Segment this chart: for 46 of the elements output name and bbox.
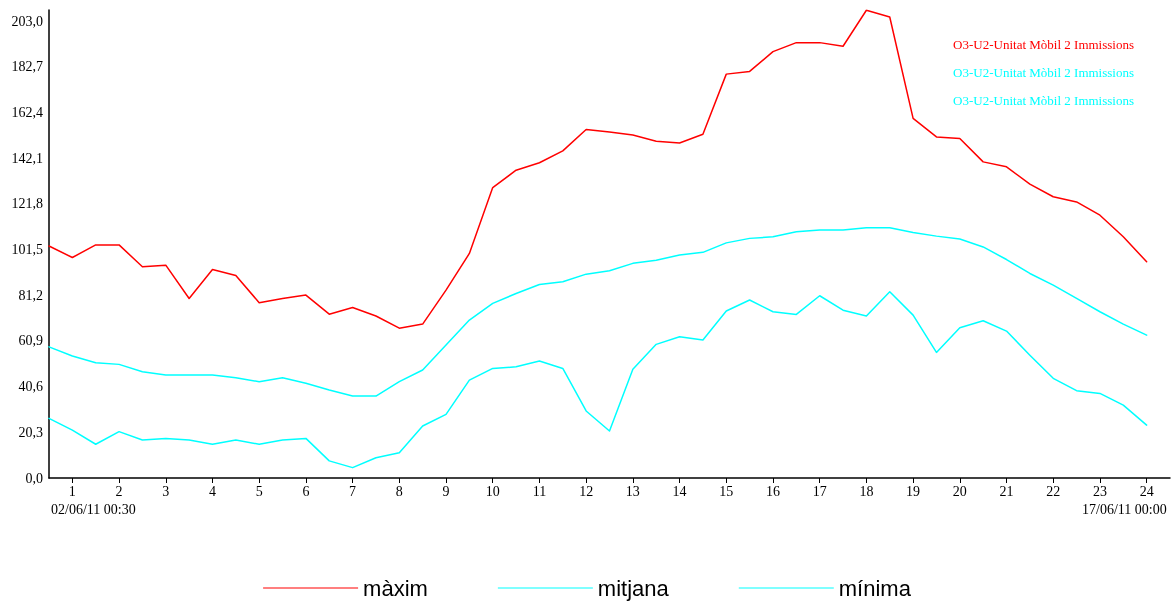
- legend-label: màxim: [363, 575, 428, 601]
- y-tick-label: 20,3: [18, 424, 43, 440]
- x-tick-label: 9: [442, 483, 450, 499]
- x-tick-label: 6: [302, 483, 310, 499]
- x-tick-label: 10: [485, 483, 500, 499]
- legend-label: mínima: [838, 575, 912, 601]
- x-tick-label: 15: [719, 483, 734, 499]
- x-tick-label: 8: [395, 483, 403, 499]
- x-tick-label: 7: [349, 483, 357, 499]
- x-tick-label: 14: [672, 483, 687, 499]
- line-series: [48, 290, 1148, 469]
- text: 17/06/11 00:00: [1081, 501, 1167, 517]
- x-tick-label: 21: [999, 483, 1014, 499]
- annotation: O3-U2-Unitat Mòbil 2 Immissions: [953, 37, 1135, 52]
- x-tick-label: 5: [255, 483, 263, 499]
- x-tick-label: 20: [952, 483, 967, 499]
- x-tick-label: 4: [208, 483, 216, 499]
- x-tick-label: 18: [859, 483, 874, 499]
- x-tick-label: 22: [1046, 483, 1061, 499]
- x-tick-label: 24: [1139, 483, 1154, 499]
- y-tick-label: 203,0: [11, 13, 43, 29]
- y-tick-label: 0,0: [25, 470, 43, 486]
- y-tick-label: 142,1: [11, 150, 43, 166]
- x-tick-label: 12: [579, 483, 594, 499]
- line-series: [48, 9, 1148, 329]
- x-tick-label: 3: [162, 483, 170, 499]
- line-series: [48, 227, 1148, 397]
- y-tick-label: 40,6: [18, 379, 43, 395]
- x-tick-label: 13: [625, 483, 640, 499]
- x-tick-label: 2: [115, 483, 123, 499]
- y-tick-label: 121,8: [11, 196, 43, 212]
- y-tick-label: 60,9: [18, 333, 43, 349]
- annotation: O3-U2-Unitat Mòbil 2 Immissions: [953, 65, 1135, 80]
- x-tick-label: 11: [532, 483, 547, 499]
- x-tick-label: 19: [906, 483, 921, 499]
- text: 02/06/11 00:30: [51, 501, 136, 517]
- x-tick-label: 16: [765, 483, 780, 499]
- y-tick-label: 182,7: [11, 59, 43, 75]
- annotation: O3-U2-Unitat Mòbil 2 Immissions: [953, 93, 1135, 108]
- y-tick-label: 101,5: [11, 242, 43, 258]
- x-tick-label: 23: [1092, 483, 1107, 499]
- legend-label: mitjana: [597, 575, 670, 601]
- x-tick-label: 17: [812, 483, 827, 499]
- y-tick-label: 162,4: [11, 105, 43, 121]
- y-tick-label: 81,2: [18, 287, 43, 303]
- x-tick-label: 1: [68, 483, 76, 499]
